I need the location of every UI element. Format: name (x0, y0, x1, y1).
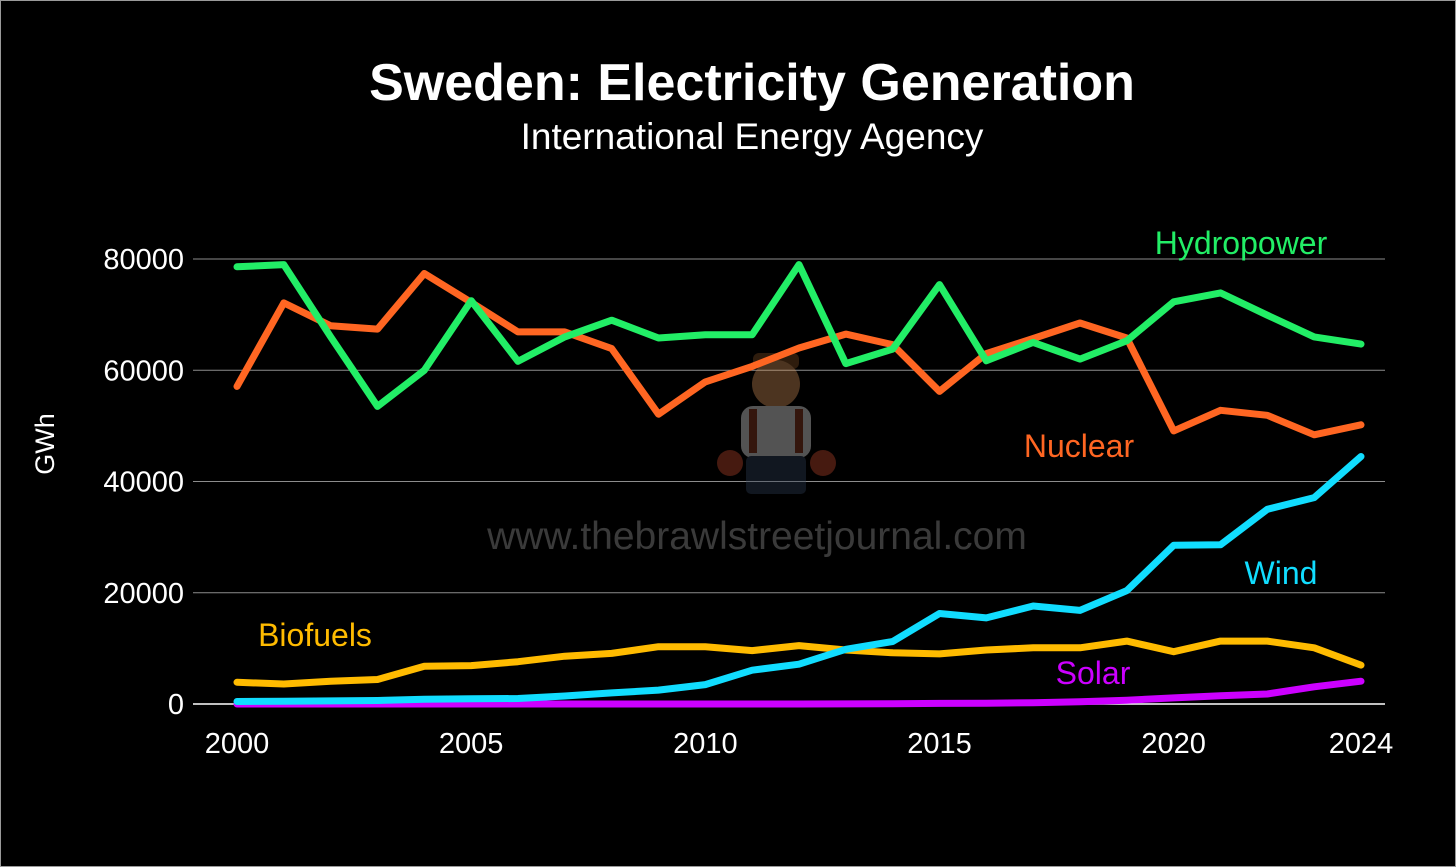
x-tick-label: 2020 (1141, 728, 1206, 760)
axis-ticks: 0 20000 40000 60000 80000 2000 2005 2010 2015 202… (103, 244, 1393, 760)
legend-wind: Wind (1245, 555, 1318, 591)
series-line-hydropower (233, 261, 1365, 410)
legend-solar: Solar (1056, 655, 1131, 691)
legend-nuclear: Nuclear (1024, 428, 1135, 464)
legend-biofuels: Biofuels (258, 617, 372, 653)
watermark-text: www.thebrawlstreetjournal.com (486, 515, 1027, 558)
series-line-nuclear (233, 270, 1365, 439)
y-tick-label: 20000 (103, 578, 184, 610)
series-line-wind (233, 453, 1365, 705)
y-tick-label: 40000 (103, 467, 184, 499)
x-tick-label: 2024 (1329, 728, 1394, 760)
series-lines (233, 261, 1365, 708)
series-line-biofuels (233, 637, 1365, 688)
series-line-solar (233, 677, 1365, 708)
y-tick-label: 0 (168, 689, 184, 721)
x-tick-label: 2005 (439, 728, 504, 760)
y-axis-label: GWh (30, 413, 60, 475)
y-tick-label: 60000 (103, 355, 184, 387)
chart-title: Sweden: Electricity Generation (369, 54, 1135, 112)
chart-subtitle: International Energy Agency (521, 116, 984, 157)
y-tick-label: 80000 (103, 244, 184, 276)
x-tick-label: 2010 (673, 728, 738, 760)
x-tick-label: 2000 (205, 728, 270, 760)
legend-hydropower: Hydropower (1155, 225, 1328, 261)
x-tick-label: 2015 (907, 728, 972, 760)
